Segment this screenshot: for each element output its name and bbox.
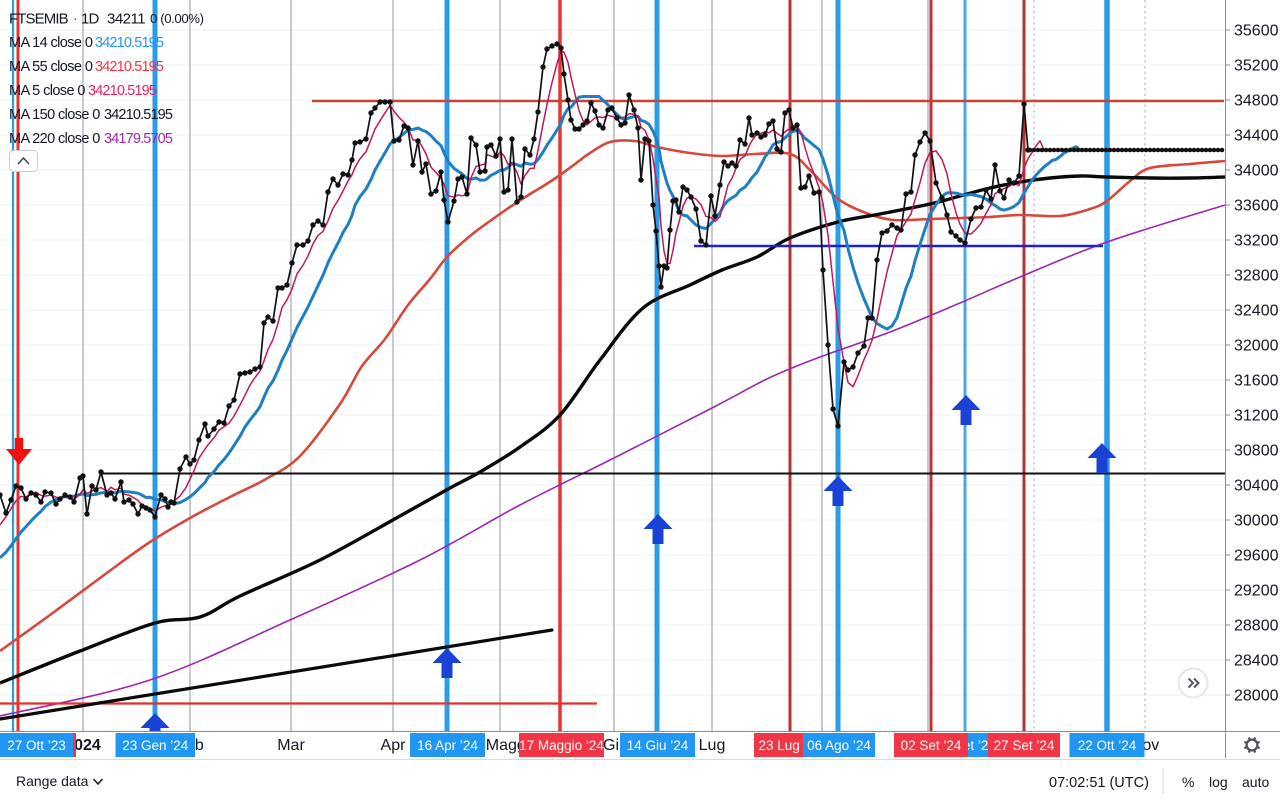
svg-text:22 Ott ’24: 22 Ott ’24	[1078, 738, 1137, 753]
svg-text:34800: 34800	[1234, 93, 1279, 110]
svg-text:35600: 35600	[1234, 23, 1279, 40]
svg-text:07:02:51 (UTC): 07:02:51 (UTC)	[1049, 775, 1149, 791]
svg-text:33600: 33600	[1234, 198, 1279, 215]
svg-text:34210.5195: 34210.5195	[104, 107, 173, 123]
svg-text:·: ·	[73, 11, 78, 27]
svg-text:30800: 30800	[1234, 443, 1279, 460]
svg-text:auto: auto	[1242, 774, 1269, 790]
svg-text:34210.5195: 34210.5195	[95, 35, 164, 51]
svg-text:32800: 32800	[1234, 268, 1279, 285]
svg-text:Lug: Lug	[699, 737, 726, 754]
svg-text:29200: 29200	[1234, 583, 1279, 600]
svg-text:Range data: Range data	[16, 773, 89, 789]
svg-text:27 Set ’24: 27 Set ’24	[994, 738, 1055, 753]
svg-text:MA 220 close 0: MA 220 close 0	[9, 131, 100, 147]
svg-text:MA 150 close 0: MA 150 close 0	[9, 107, 100, 123]
svg-text:30000: 30000	[1234, 513, 1279, 530]
svg-text:06 Ago ’24: 06 Ago ’24	[807, 738, 871, 753]
svg-text:29600: 29600	[1234, 548, 1279, 565]
svg-text:28800: 28800	[1234, 618, 1279, 635]
svg-text:Mar: Mar	[277, 737, 305, 754]
svg-text:28000: 28000	[1234, 688, 1279, 705]
svg-text:34210.5195: 34210.5195	[88, 83, 157, 99]
svg-text:MA 55 close 0: MA 55 close 0	[9, 59, 93, 75]
svg-text:32400: 32400	[1234, 303, 1279, 320]
svg-text:0 (0.00%): 0 (0.00%)	[150, 11, 204, 26]
svg-text:02 Set ’24: 02 Set ’24	[901, 738, 962, 753]
svg-text:14 Giu ’24: 14 Giu ’24	[627, 738, 689, 753]
svg-text:MA 14 close 0: MA 14 close 0	[9, 35, 93, 51]
svg-text:32000: 32000	[1234, 338, 1279, 355]
svg-text:31600: 31600	[1234, 373, 1279, 390]
svg-text:%: %	[1182, 774, 1194, 790]
svg-text:1D: 1D	[81, 11, 99, 28]
svg-text:log: log	[1209, 774, 1228, 790]
svg-text:34000: 34000	[1234, 163, 1279, 180]
svg-text:34211: 34211	[107, 11, 145, 28]
svg-text:FTSEMIB: FTSEMIB	[9, 11, 69, 28]
svg-text:34400: 34400	[1234, 128, 1279, 145]
svg-text:17 Maggio ’24: 17 Maggio ’24	[519, 738, 604, 753]
svg-text:35200: 35200	[1234, 58, 1279, 75]
svg-text:31200: 31200	[1234, 408, 1279, 425]
svg-text:27 Ott ’23: 27 Ott ’23	[7, 738, 66, 753]
svg-text:34179.5705: 34179.5705	[104, 131, 173, 147]
svg-text:16 Apr ’24: 16 Apr ’24	[417, 738, 478, 753]
svg-text:30400: 30400	[1234, 478, 1279, 495]
svg-text:33200: 33200	[1234, 233, 1279, 250]
svg-text:Apr: Apr	[381, 737, 407, 754]
svg-text:MA 5 close 0: MA 5 close 0	[9, 83, 85, 99]
svg-text:34210.5195: 34210.5195	[95, 59, 164, 75]
svg-text:28400: 28400	[1234, 653, 1279, 670]
svg-text:23 Gen ’24: 23 Gen ’24	[122, 738, 189, 753]
